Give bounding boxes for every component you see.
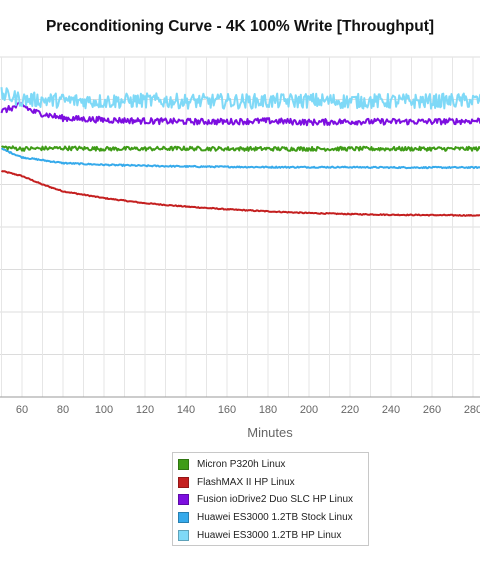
- legend-label: Huawei ES3000 1.2TB Stock Linux: [197, 512, 353, 524]
- legend-swatch-flashmax: [178, 476, 189, 488]
- x-axis-title: Minutes: [247, 425, 293, 440]
- legend-label: Fusion ioDrive2 Duo SLC HP Linux: [197, 494, 354, 506]
- x-tick-label: 100: [95, 404, 113, 416]
- x-tick-label: 180: [259, 404, 277, 416]
- x-tick-label: 160: [218, 404, 236, 416]
- chart-title: Preconditioning Curve - 4K 100% Write [T…: [45, 18, 435, 35]
- x-tick-label: 60: [16, 404, 28, 416]
- series-fusion-line: [0, 101, 480, 127]
- legend-item-huawei-stock[interactable]: Huawei ES3000 1.2TB Stock Linux: [178, 509, 368, 527]
- x-axis-ticks: 60 80 100 120 140 160 180 200 220 240 260 280: [16, 404, 480, 416]
- x-tick-label: 120: [136, 404, 154, 416]
- legend-swatch-huawei-stock: [178, 512, 189, 524]
- legend-swatch-micron: [178, 459, 189, 471]
- grid: [0, 56, 480, 398]
- series-layer: [0, 87, 480, 217]
- series-flashmax-line: [0, 169, 480, 217]
- legend-item-fusion[interactable]: Fusion ioDrive2 Duo SLC HP Linux: [178, 491, 368, 509]
- x-tick-label: 140: [177, 404, 195, 416]
- legend-label: FlashMAX II HP Linux: [197, 476, 295, 488]
- x-tick-label: 200: [300, 404, 318, 416]
- series-huawei-hp-line: [0, 87, 480, 110]
- series-micron-line: [1, 145, 480, 152]
- series-huawei-stock-line: [0, 147, 480, 170]
- legend-item-micron[interactable]: Micron P320h Linux: [178, 456, 368, 474]
- legend-swatch-huawei-hp: [178, 529, 189, 541]
- x-tick-label: 240: [382, 404, 400, 416]
- x-tick-label: 80: [57, 404, 69, 416]
- legend-swatch-fusion: [178, 494, 189, 506]
- legend-item-flashmax[interactable]: FlashMAX II HP Linux: [178, 474, 368, 492]
- x-tick-label: 260: [423, 404, 441, 416]
- legend: Micron P320h Linux FlashMAX II HP Linux …: [172, 452, 369, 546]
- x-tick-label: 280: [464, 404, 480, 416]
- legend-label: Huawei ES3000 1.2TB HP Linux: [197, 529, 342, 541]
- legend-item-huawei-hp[interactable]: Huawei ES3000 1.2TB HP Linux: [178, 526, 368, 544]
- x-tick-label: 220: [341, 404, 359, 416]
- legend-label: Micron P320h Linux: [197, 459, 286, 471]
